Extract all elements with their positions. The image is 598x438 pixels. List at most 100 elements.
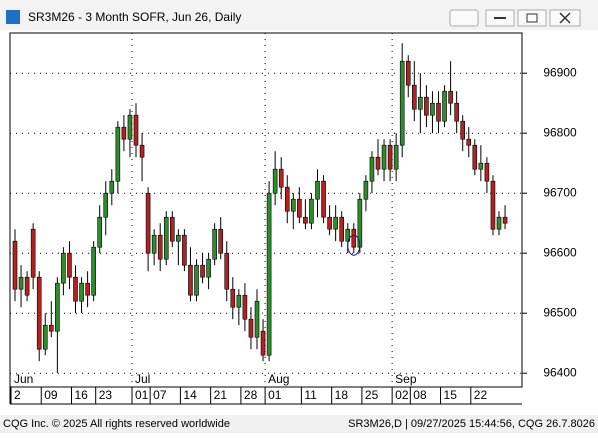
x-tick-label: 14 (183, 388, 197, 402)
candle-body (145, 192, 151, 254)
candle-body (254, 300, 260, 338)
candle-body (188, 264, 193, 296)
candle-body (284, 186, 290, 212)
candle-body (218, 228, 223, 254)
candle-body (484, 162, 490, 182)
y-tick-label: 96900 (543, 65, 577, 79)
x-tick-label: 11 (304, 388, 317, 402)
candle-body (478, 162, 484, 170)
candle-body (79, 282, 84, 302)
candle-body (55, 282, 60, 332)
y-tick-label: 96700 (543, 185, 577, 199)
candle-body (424, 96, 429, 116)
candle-body (42, 324, 48, 350)
x-tick-label: 2 (14, 388, 21, 402)
candle-body (472, 144, 478, 170)
x-tick-label: 25 (365, 388, 379, 402)
candle-body (163, 216, 169, 260)
candle-body (345, 228, 351, 242)
candle-body (290, 198, 296, 212)
candle-body (109, 180, 115, 194)
x-tick-label: 15 (444, 388, 458, 402)
candle-body (351, 228, 357, 248)
x-tick-label: 08 (413, 388, 427, 402)
x-tick-label: 21 (214, 388, 228, 402)
candle-body (411, 84, 417, 110)
candle-body (242, 294, 248, 320)
x-tick-label: 23 (99, 388, 113, 402)
candle-body (103, 192, 109, 218)
highlight-circle (347, 234, 361, 256)
maximize-button[interactable] (517, 9, 547, 27)
y-tick-label: 96800 (543, 125, 577, 139)
footer-right: SR3M26,D | 09/27/2025 15:44:56, CQG 26.7… (348, 418, 595, 430)
x-tick-label: 09 (44, 388, 58, 402)
candle-body (36, 276, 42, 350)
window-title: SR3M26 - 3 Month SOFR, Jun 26, Daily (28, 10, 241, 24)
candle-body (121, 126, 127, 140)
candle-body (418, 96, 423, 110)
candle-body (194, 264, 199, 296)
candle-body (139, 144, 145, 158)
candle-body (430, 102, 435, 116)
candle-body (363, 180, 369, 200)
x-tick-label: 01 (135, 388, 149, 402)
candle-body (496, 216, 502, 230)
candle-body (297, 198, 302, 218)
link-button[interactable] (449, 9, 479, 27)
candle-body (369, 156, 375, 182)
y-tick-label: 96500 (543, 305, 577, 319)
month-label: Aug (268, 372, 289, 386)
candle-body (278, 168, 284, 188)
candle-body (151, 234, 157, 254)
candle-body (157, 234, 163, 260)
candle-body (375, 156, 381, 170)
candle-body (12, 240, 18, 290)
candle-body (18, 276, 24, 290)
candle-body (91, 246, 96, 296)
candle-body (405, 60, 411, 86)
candle-body (260, 330, 266, 356)
candle-body (303, 216, 308, 224)
month-label: Sep (395, 372, 417, 386)
candle-body (399, 60, 405, 146)
candle-body (24, 276, 30, 296)
x-tick-label: 02 (395, 388, 409, 402)
candle-body (490, 180, 496, 230)
x-tick-label: 28 (244, 388, 258, 402)
candle-body (315, 180, 320, 200)
y-tick-label: 96600 (543, 245, 577, 259)
candle-body (387, 144, 393, 170)
plot-area (9, 32, 523, 388)
candle-body (321, 180, 326, 218)
candle-body (224, 252, 230, 290)
candle-body (266, 192, 272, 356)
candle-body (115, 126, 121, 182)
candle-body (170, 216, 175, 242)
candle-body (236, 294, 242, 308)
candle-body (212, 228, 217, 260)
candle-body (206, 258, 211, 278)
candle-body (97, 216, 102, 248)
candle-body (182, 234, 187, 266)
candle-body (272, 168, 278, 194)
candle-body (454, 102, 459, 122)
candle-body (393, 144, 399, 170)
candle-body (48, 324, 54, 332)
candle-body (309, 198, 314, 224)
candle-body (133, 114, 139, 146)
x-tick-label: 16 (75, 388, 89, 402)
maximize-icon (526, 13, 538, 23)
x-tick-label: 07 (153, 388, 167, 402)
candle-body (327, 216, 332, 230)
candle-body (230, 288, 236, 308)
candle-body (200, 264, 205, 278)
app-icon (6, 10, 20, 24)
footer-left: CQG Inc. © 2025 All rights reserved worl… (3, 418, 230, 430)
candle-body (466, 138, 472, 146)
candle-body (436, 102, 441, 122)
candle-body (85, 282, 90, 296)
candle-body (448, 90, 453, 104)
x-tick-label: 18 (335, 388, 349, 402)
